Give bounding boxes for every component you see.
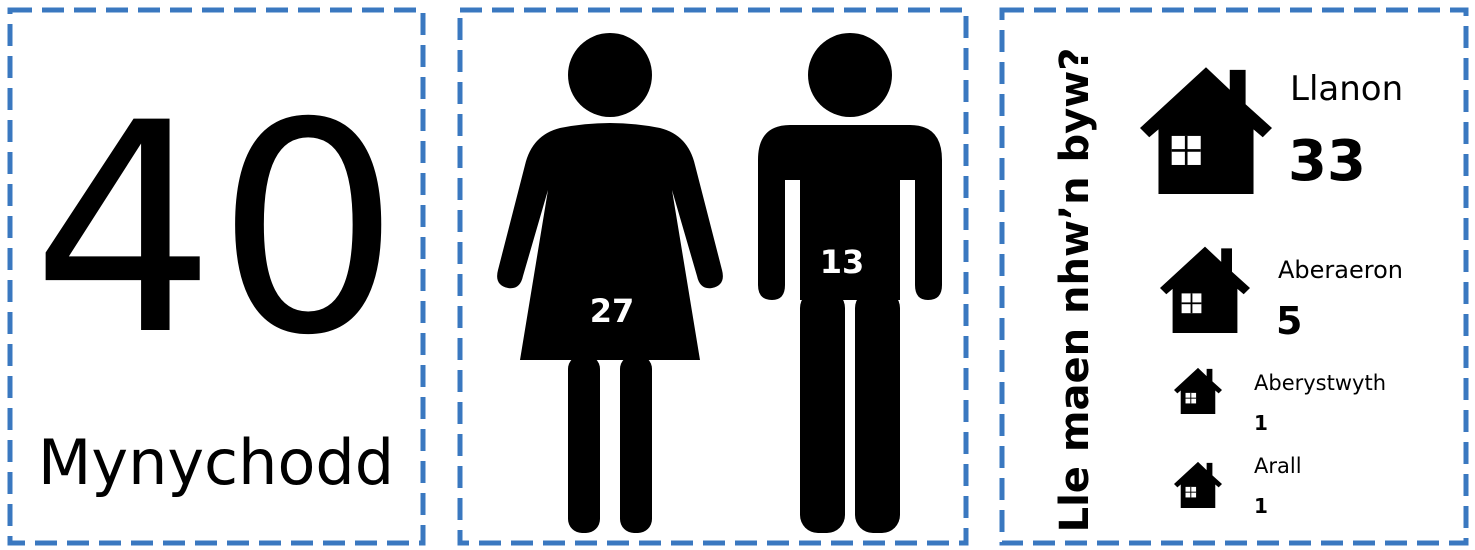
place-count: 5 bbox=[1276, 299, 1302, 343]
house-icon bbox=[1160, 246, 1250, 333]
place-name: Arall bbox=[1254, 454, 1302, 478]
place-count: 33 bbox=[1288, 129, 1366, 194]
house-icon bbox=[1174, 367, 1222, 414]
place-name: Aberystwyth bbox=[1254, 371, 1386, 395]
house-icon bbox=[1140, 67, 1272, 194]
female-count: 27 bbox=[590, 292, 635, 330]
male-figure bbox=[758, 33, 942, 533]
panel-attendance bbox=[7, 7, 426, 546]
attendance-value: 40 bbox=[31, 62, 400, 399]
panel-residence bbox=[999, 7, 1469, 546]
place-count: 1 bbox=[1254, 494, 1268, 518]
attendance-label: Mynychodd bbox=[38, 426, 394, 499]
house-icon bbox=[1174, 461, 1222, 508]
panel-gender bbox=[457, 7, 969, 546]
male-count: 13 bbox=[820, 243, 865, 281]
female-figure bbox=[497, 33, 723, 533]
residence-title: Lle maen nhw’n byw? bbox=[1052, 48, 1098, 533]
place-name: Aberaeron bbox=[1278, 256, 1403, 284]
place-count: 1 bbox=[1254, 411, 1268, 435]
place-name: Llanon bbox=[1290, 69, 1403, 109]
